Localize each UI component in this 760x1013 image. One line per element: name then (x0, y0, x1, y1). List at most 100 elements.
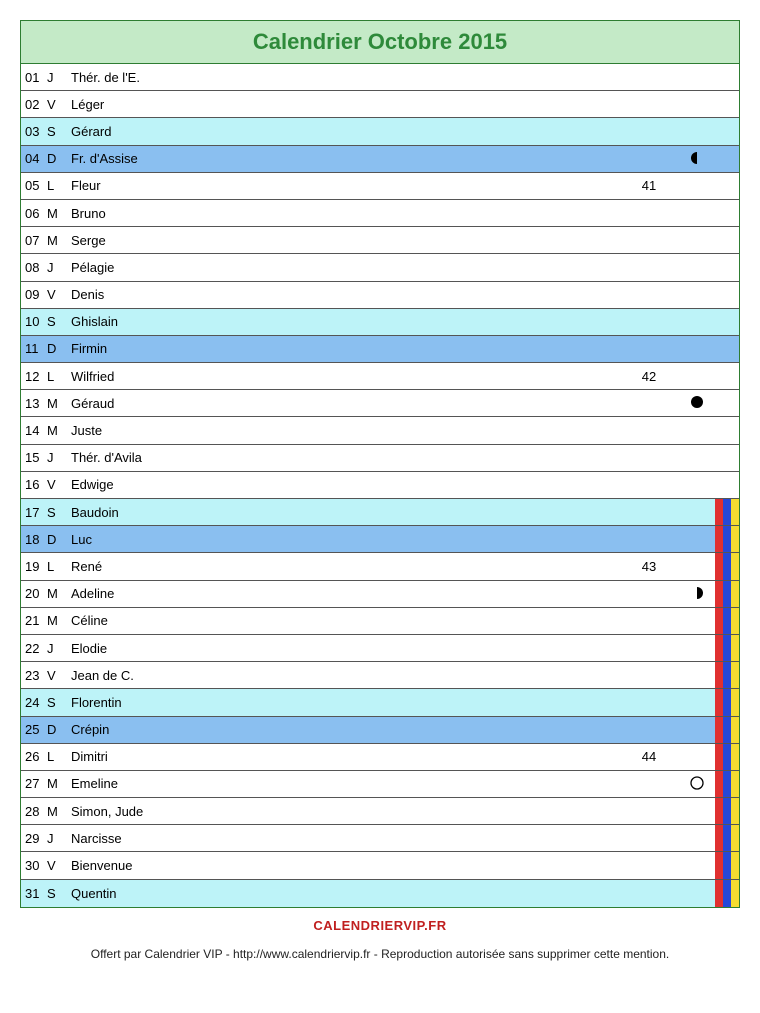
holiday-stripes (715, 771, 739, 797)
footer-brand: CALENDRIERVIP.FR (20, 918, 740, 933)
stripe (715, 608, 723, 634)
day-number: 04 (21, 151, 47, 166)
day-abbr: D (47, 151, 67, 166)
day-number: 16 (21, 477, 47, 492)
day-row: 14MJuste (21, 417, 739, 444)
stripe (715, 662, 723, 688)
day-abbr: S (47, 314, 67, 329)
holiday-stripes (715, 662, 739, 688)
day-row: 01JThér. de l'E. (21, 64, 739, 91)
stripe (723, 526, 731, 552)
stripe (715, 798, 723, 824)
holiday-stripes (715, 445, 739, 471)
holiday-stripes (715, 581, 739, 607)
day-number: 14 (21, 423, 47, 438)
saint-name: Ghislain (67, 314, 118, 329)
day-row: 23VJean de C. (21, 662, 739, 689)
day-number: 10 (21, 314, 47, 329)
saint-name: Jean de C. (67, 668, 134, 683)
day-abbr: D (47, 532, 67, 547)
holiday-stripes (715, 689, 739, 715)
day-number: 25 (21, 722, 47, 737)
holiday-stripes (715, 64, 739, 90)
day-abbr: J (47, 260, 67, 275)
day-row: 07MSerge (21, 227, 739, 254)
holiday-stripes (715, 608, 739, 634)
day-row: 10SGhislain (21, 309, 739, 336)
day-number: 21 (21, 613, 47, 628)
day-row: 29JNarcisse (21, 825, 739, 852)
day-abbr: S (47, 124, 67, 139)
stripe (723, 825, 731, 851)
saint-name: Elodie (67, 641, 107, 656)
stripe (723, 852, 731, 878)
saint-name: Wilfried (67, 369, 114, 384)
holiday-stripes (715, 417, 739, 443)
day-abbr: M (47, 804, 67, 819)
holiday-stripes (715, 390, 739, 416)
day-abbr: D (47, 341, 67, 356)
day-number: 17 (21, 505, 47, 520)
holiday-stripes (715, 635, 739, 661)
day-number: 27 (21, 776, 47, 791)
stripe (723, 499, 731, 525)
holiday-stripes (715, 91, 739, 117)
day-number: 11 (21, 341, 47, 356)
day-number: 23 (21, 668, 47, 683)
holiday-stripes (715, 852, 739, 878)
day-abbr: J (47, 831, 67, 846)
stripe (715, 852, 723, 878)
holiday-stripes (715, 880, 739, 907)
day-row: 22JElodie (21, 635, 739, 662)
day-row: 13MGéraud (21, 390, 739, 417)
saint-name: Pélagie (67, 260, 114, 275)
day-row: 04DFr. d'Assise (21, 146, 739, 173)
day-abbr: J (47, 450, 67, 465)
day-number: 22 (21, 641, 47, 656)
saint-name: Serge (67, 233, 106, 248)
day-number: 15 (21, 450, 47, 465)
week-number: 42 (619, 369, 679, 384)
saint-name: Bruno (67, 206, 106, 221)
day-abbr: M (47, 613, 67, 628)
day-abbr: V (47, 858, 67, 873)
stripe (723, 798, 731, 824)
holiday-stripes (715, 309, 739, 335)
stripe (723, 689, 731, 715)
day-number: 24 (21, 695, 47, 710)
holiday-stripes (715, 173, 739, 199)
moon-phase-icon (679, 395, 715, 411)
stripe (731, 526, 739, 552)
stripe (715, 526, 723, 552)
stripe (731, 798, 739, 824)
stripe (731, 689, 739, 715)
saint-name: Edwige (67, 477, 114, 492)
stripe (731, 608, 739, 634)
day-number: 09 (21, 287, 47, 302)
stripe (715, 771, 723, 797)
day-row: 08JPélagie (21, 254, 739, 281)
holiday-stripes (715, 336, 739, 362)
stripe (731, 852, 739, 878)
stripe (731, 825, 739, 851)
holiday-stripes (715, 499, 739, 525)
holiday-stripes (715, 825, 739, 851)
day-row: 18DLuc (21, 526, 739, 553)
saint-name: Narcisse (67, 831, 122, 846)
holiday-stripes (715, 553, 739, 579)
day-number: 07 (21, 233, 47, 248)
holiday-stripes (715, 744, 739, 770)
day-row: 26LDimitri44 (21, 744, 739, 771)
saint-name: Emeline (67, 776, 118, 791)
day-abbr: S (47, 505, 67, 520)
day-row: 31SQuentin (21, 880, 739, 907)
week-number: 41 (619, 178, 679, 193)
saint-name: Thér. d'Avila (67, 450, 142, 465)
holiday-stripes (715, 363, 739, 389)
stripe (723, 662, 731, 688)
saint-name: Adeline (67, 586, 114, 601)
day-number: 30 (21, 858, 47, 873)
footer-note: Offert par Calendrier VIP - http://www.c… (20, 947, 740, 961)
saint-name: Fleur (67, 178, 101, 193)
day-row: 28MSimon, Jude (21, 798, 739, 825)
